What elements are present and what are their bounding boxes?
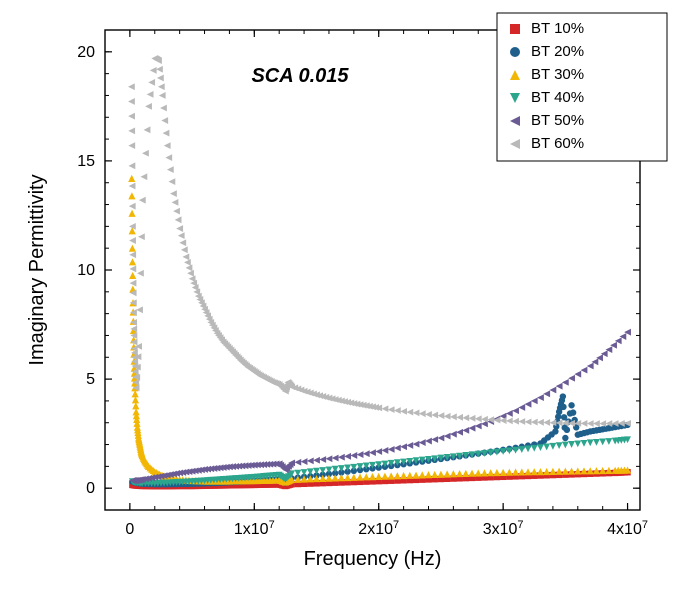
svg-text:BT 40%: BT 40% [531, 89, 584, 106]
svg-text:Frequency (Hz): Frequency (Hz) [304, 548, 442, 570]
chart-svg: 0 1x107 2x107 3x107 4x107 0 5 10 15 20 Frequency (… [0, 0, 682, 603]
svg-text:BT 60%: BT 60% [531, 135, 584, 152]
svg-text:3x107: 3x107 [483, 519, 524, 538]
svg-text:10: 10 [77, 262, 95, 279]
svg-text:1x107: 1x107 [234, 519, 275, 538]
svg-text:BT 20%: BT 20% [531, 43, 584, 60]
svg-text:2x107: 2x107 [358, 519, 399, 538]
svg-text:15: 15 [77, 153, 95, 170]
chart-container: 0 1x107 2x107 3x107 4x107 0 5 10 15 20 Frequency (… [0, 0, 682, 603]
svg-text:SCA 0.015: SCA 0.015 [251, 65, 349, 87]
svg-text:0: 0 [86, 480, 95, 497]
svg-text:20: 20 [77, 44, 95, 61]
svg-text:4x107: 4x107 [607, 519, 648, 538]
svg-text:BT 50%: BT 50% [531, 112, 584, 129]
svg-text:0: 0 [125, 521, 134, 538]
svg-text:5: 5 [86, 371, 95, 388]
svg-text:BT 30%: BT 30% [531, 66, 584, 83]
svg-text:BT 10%: BT 10% [531, 20, 584, 37]
svg-text:Imaginary Permittivity: Imaginary Permittivity [26, 174, 48, 365]
